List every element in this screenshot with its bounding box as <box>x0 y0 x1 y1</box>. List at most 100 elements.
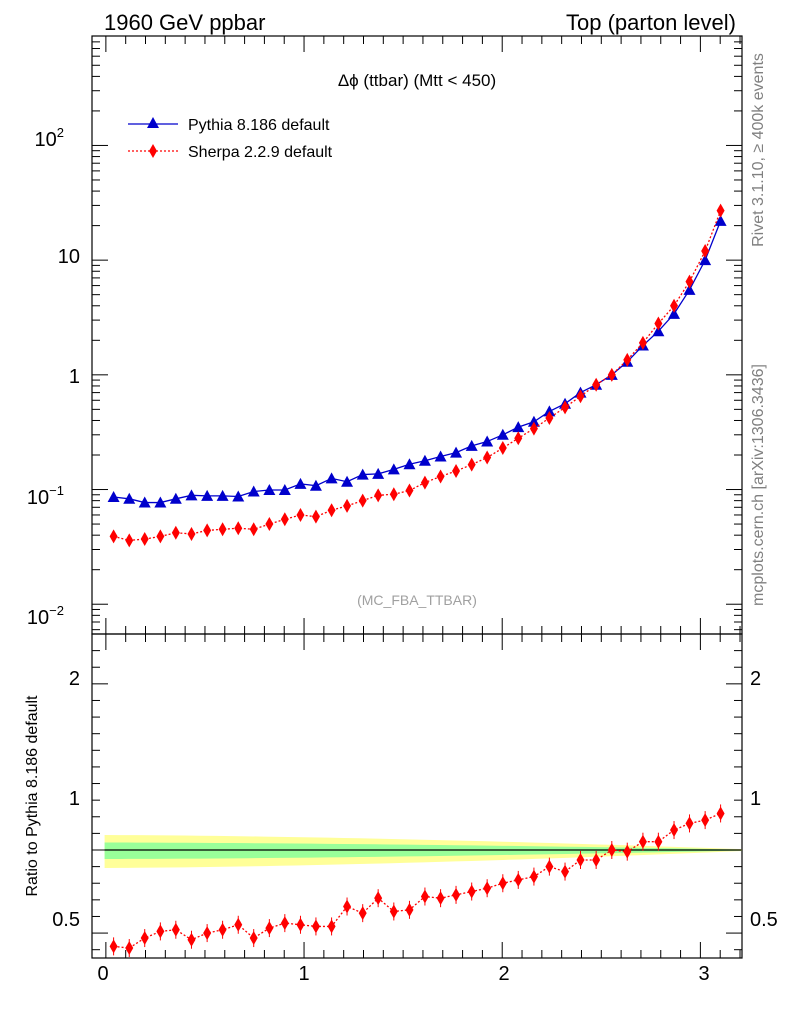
pythia-point <box>387 463 400 475</box>
pythia-point <box>232 490 245 502</box>
ratio-point <box>623 844 632 859</box>
legend: Pythia 8.186 default Sherpa 2.2.9 defaul… <box>128 117 333 161</box>
header-right: Top (parton level) <box>566 10 736 35</box>
ratio-point <box>187 932 196 947</box>
series-line-sherpa <box>113 210 722 542</box>
sherpa-point <box>156 529 165 544</box>
ratio-panel: Ratio to Pythia 8.186 default 2 1 0.5 2 … <box>24 633 778 985</box>
sherpa-point <box>125 533 134 548</box>
ratio-y-label-2-left: 2 <box>69 668 80 690</box>
pythia-point <box>309 479 322 491</box>
series-line-pythia <box>113 220 722 504</box>
ratio-point <box>140 931 149 946</box>
ratio-uncertainty-bands <box>104 835 743 868</box>
ratio-point <box>654 834 663 849</box>
main-ticks <box>92 35 742 634</box>
ratio-point <box>358 906 367 921</box>
pythia-point <box>263 484 276 496</box>
ratio-point <box>389 904 398 919</box>
sherpa-point <box>498 441 507 456</box>
sherpa-point <box>218 522 227 537</box>
ratio-point <box>249 931 258 946</box>
pythia-point <box>418 454 431 466</box>
sherpa-point <box>654 316 663 331</box>
pythia-point <box>699 254 712 266</box>
sherpa-point <box>529 421 538 436</box>
legend-entry-pythia: Pythia 8.186 default <box>128 117 330 134</box>
ratio-point <box>483 881 492 896</box>
ratio-ylabel: Ratio to Pythia 8.186 default <box>24 695 41 897</box>
ratio-point <box>545 859 554 874</box>
pythia-point <box>169 492 182 504</box>
ratio-point <box>311 919 320 934</box>
pythia-point <box>185 489 198 501</box>
y-tick-label-1e2: 102 <box>35 125 64 151</box>
pythia-point <box>138 496 151 508</box>
ratio-point <box>109 939 118 954</box>
ratio-point <box>156 924 165 939</box>
ratio-point <box>374 891 383 906</box>
sherpa-point <box>327 503 336 518</box>
ratio-point <box>296 917 305 932</box>
sherpa-point <box>203 523 212 538</box>
legend-marker-pythia <box>147 117 159 128</box>
legend-marker-sherpa <box>149 144 157 158</box>
ratio-band-inner <box>104 842 743 859</box>
ratio-point <box>265 921 274 936</box>
main-series <box>107 203 727 548</box>
pythia-point <box>247 485 260 497</box>
pythia-point <box>294 477 307 489</box>
sherpa-point <box>358 493 367 508</box>
ratio-point <box>327 919 336 934</box>
sherpa-point <box>623 352 632 367</box>
main-title: Δϕ (ttbar) (Mtt < 450) <box>338 71 496 90</box>
pythia-point <box>341 475 354 487</box>
ratio-point <box>343 899 352 914</box>
pythia-point <box>107 491 120 503</box>
ratio-point <box>234 917 243 932</box>
ratio-point <box>171 922 180 937</box>
sherpa-point <box>514 431 523 446</box>
sherpa-point <box>171 525 180 540</box>
ratio-point <box>452 887 461 902</box>
x-tick-label-0: 0 <box>97 963 108 985</box>
sherpa-point <box>140 532 149 547</box>
sherpa-point <box>638 335 647 350</box>
sherpa-point <box>249 522 258 537</box>
ratio-point <box>467 884 476 899</box>
pythia-point <box>465 439 478 451</box>
ratio-point <box>576 852 585 867</box>
sherpa-point <box>311 509 320 524</box>
pythia-point <box>216 489 229 501</box>
x-tick-label-1: 1 <box>298 963 309 985</box>
pythia-point <box>372 467 385 479</box>
pythia-point <box>527 415 540 427</box>
sherpa-point <box>545 411 554 426</box>
ratio-point <box>561 864 570 879</box>
pythia-point <box>278 484 291 496</box>
ratio-y-label-05-right: 0.5 <box>750 909 778 931</box>
ratio-point <box>638 834 647 849</box>
x-tick-labels: 0 1 2 3 <box>97 963 709 985</box>
ratio-point <box>203 926 212 941</box>
pythia-point <box>543 405 556 417</box>
sherpa-point <box>467 457 476 472</box>
ratio-y-label-2-right: 2 <box>750 668 761 690</box>
pythia-point <box>512 421 525 433</box>
rivet-label: Rivet 3.1.10, ≥ 400k events <box>750 53 767 247</box>
main-panel: Δϕ (ttbar) (Mtt < 450) (MC_FBA_TTBAR) 10… <box>27 35 743 635</box>
ratio-frame <box>91 633 743 959</box>
ratio-point <box>280 916 289 931</box>
sherpa-point <box>670 298 679 313</box>
sherpa-point <box>685 274 694 289</box>
sherpa-point <box>483 450 492 465</box>
pythia-point <box>201 489 214 501</box>
pythia-point <box>683 283 696 295</box>
pythia-point <box>403 458 416 470</box>
sherpa-point <box>343 498 352 513</box>
sherpa-point <box>187 526 196 541</box>
sherpa-point <box>109 529 118 544</box>
pythia-point <box>325 472 338 484</box>
sherpa-point <box>607 367 616 382</box>
pythia-point <box>652 325 665 337</box>
